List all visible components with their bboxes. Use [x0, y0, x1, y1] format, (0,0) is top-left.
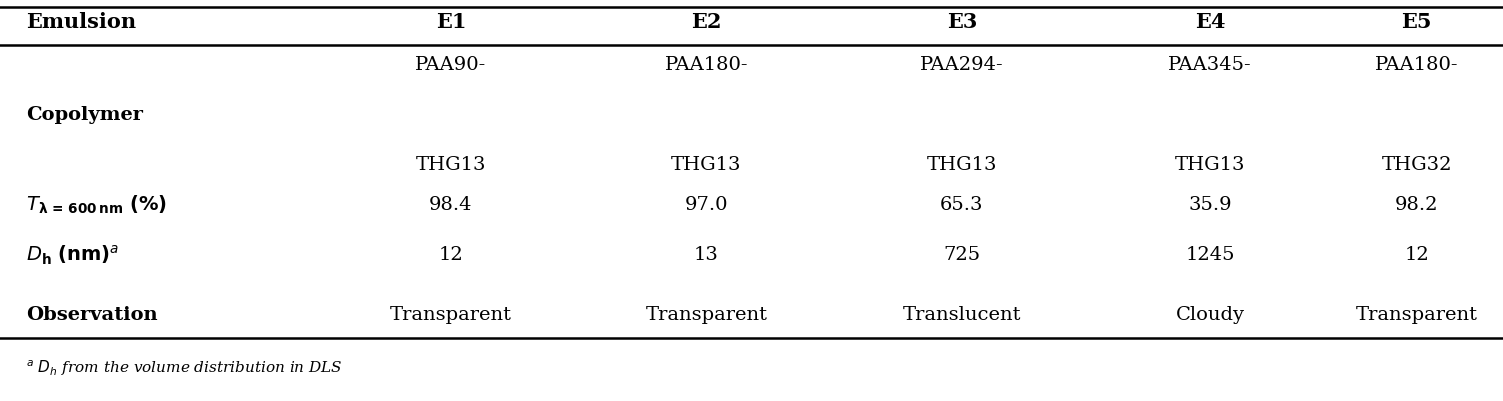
Text: Transparent: Transparent [1356, 306, 1477, 324]
Text: THG13: THG13 [416, 156, 485, 174]
Text: Copolymer: Copolymer [26, 106, 143, 124]
Text: Emulsion: Emulsion [26, 12, 137, 32]
Text: $\mathbf{\mathit{T}}_{\mathbf{\lambda\,=\,600\,nm}}$ $\mathbf{(\%)}$: $\mathbf{\mathit{T}}_{\mathbf{\lambda\,=… [26, 194, 167, 216]
Text: Cloudy: Cloudy [1175, 306, 1244, 324]
Text: Translucent: Translucent [903, 306, 1021, 324]
Text: 725: 725 [944, 246, 980, 264]
Text: PAA294-: PAA294- [920, 56, 1004, 74]
Text: 13: 13 [694, 246, 718, 264]
Text: THG32: THG32 [1381, 156, 1452, 174]
Text: E4: E4 [1195, 12, 1225, 32]
Text: 65.3: 65.3 [941, 196, 983, 214]
Text: THG13: THG13 [1175, 156, 1244, 174]
Text: E3: E3 [947, 12, 977, 32]
Text: Transparent: Transparent [645, 306, 768, 324]
Text: 12: 12 [439, 246, 463, 264]
Text: $\mathbf{\mathit{D}}_{\mathbf{h}}$ $\mathbf{(nm)}^{\mathbf{\mathit{a}}}$: $\mathbf{\mathit{D}}_{\mathbf{h}}$ $\mat… [26, 243, 119, 267]
Text: 35.9: 35.9 [1187, 196, 1232, 214]
Text: THG13: THG13 [927, 156, 996, 174]
Text: E2: E2 [691, 12, 721, 32]
Text: 1245: 1245 [1186, 246, 1234, 264]
Text: 97.0: 97.0 [685, 196, 727, 214]
Text: PAA180-: PAA180- [1375, 56, 1458, 74]
Text: PAA90-: PAA90- [415, 56, 487, 74]
Text: PAA180-: PAA180- [664, 56, 748, 74]
Text: THG13: THG13 [672, 156, 741, 174]
Text: E5: E5 [1401, 12, 1432, 32]
Text: 98.4: 98.4 [430, 196, 472, 214]
Text: E1: E1 [436, 12, 466, 32]
Text: Observation: Observation [26, 306, 158, 324]
Text: 12: 12 [1404, 246, 1429, 264]
Text: 98.2: 98.2 [1395, 196, 1438, 214]
Text: $^{a}$ $\mathit{D}_{h}$ from the volume distribution in DLS: $^{a}$ $\mathit{D}_{h}$ from the volume … [26, 358, 343, 378]
Text: PAA345-: PAA345- [1168, 56, 1252, 74]
Text: Transparent: Transparent [389, 306, 513, 324]
